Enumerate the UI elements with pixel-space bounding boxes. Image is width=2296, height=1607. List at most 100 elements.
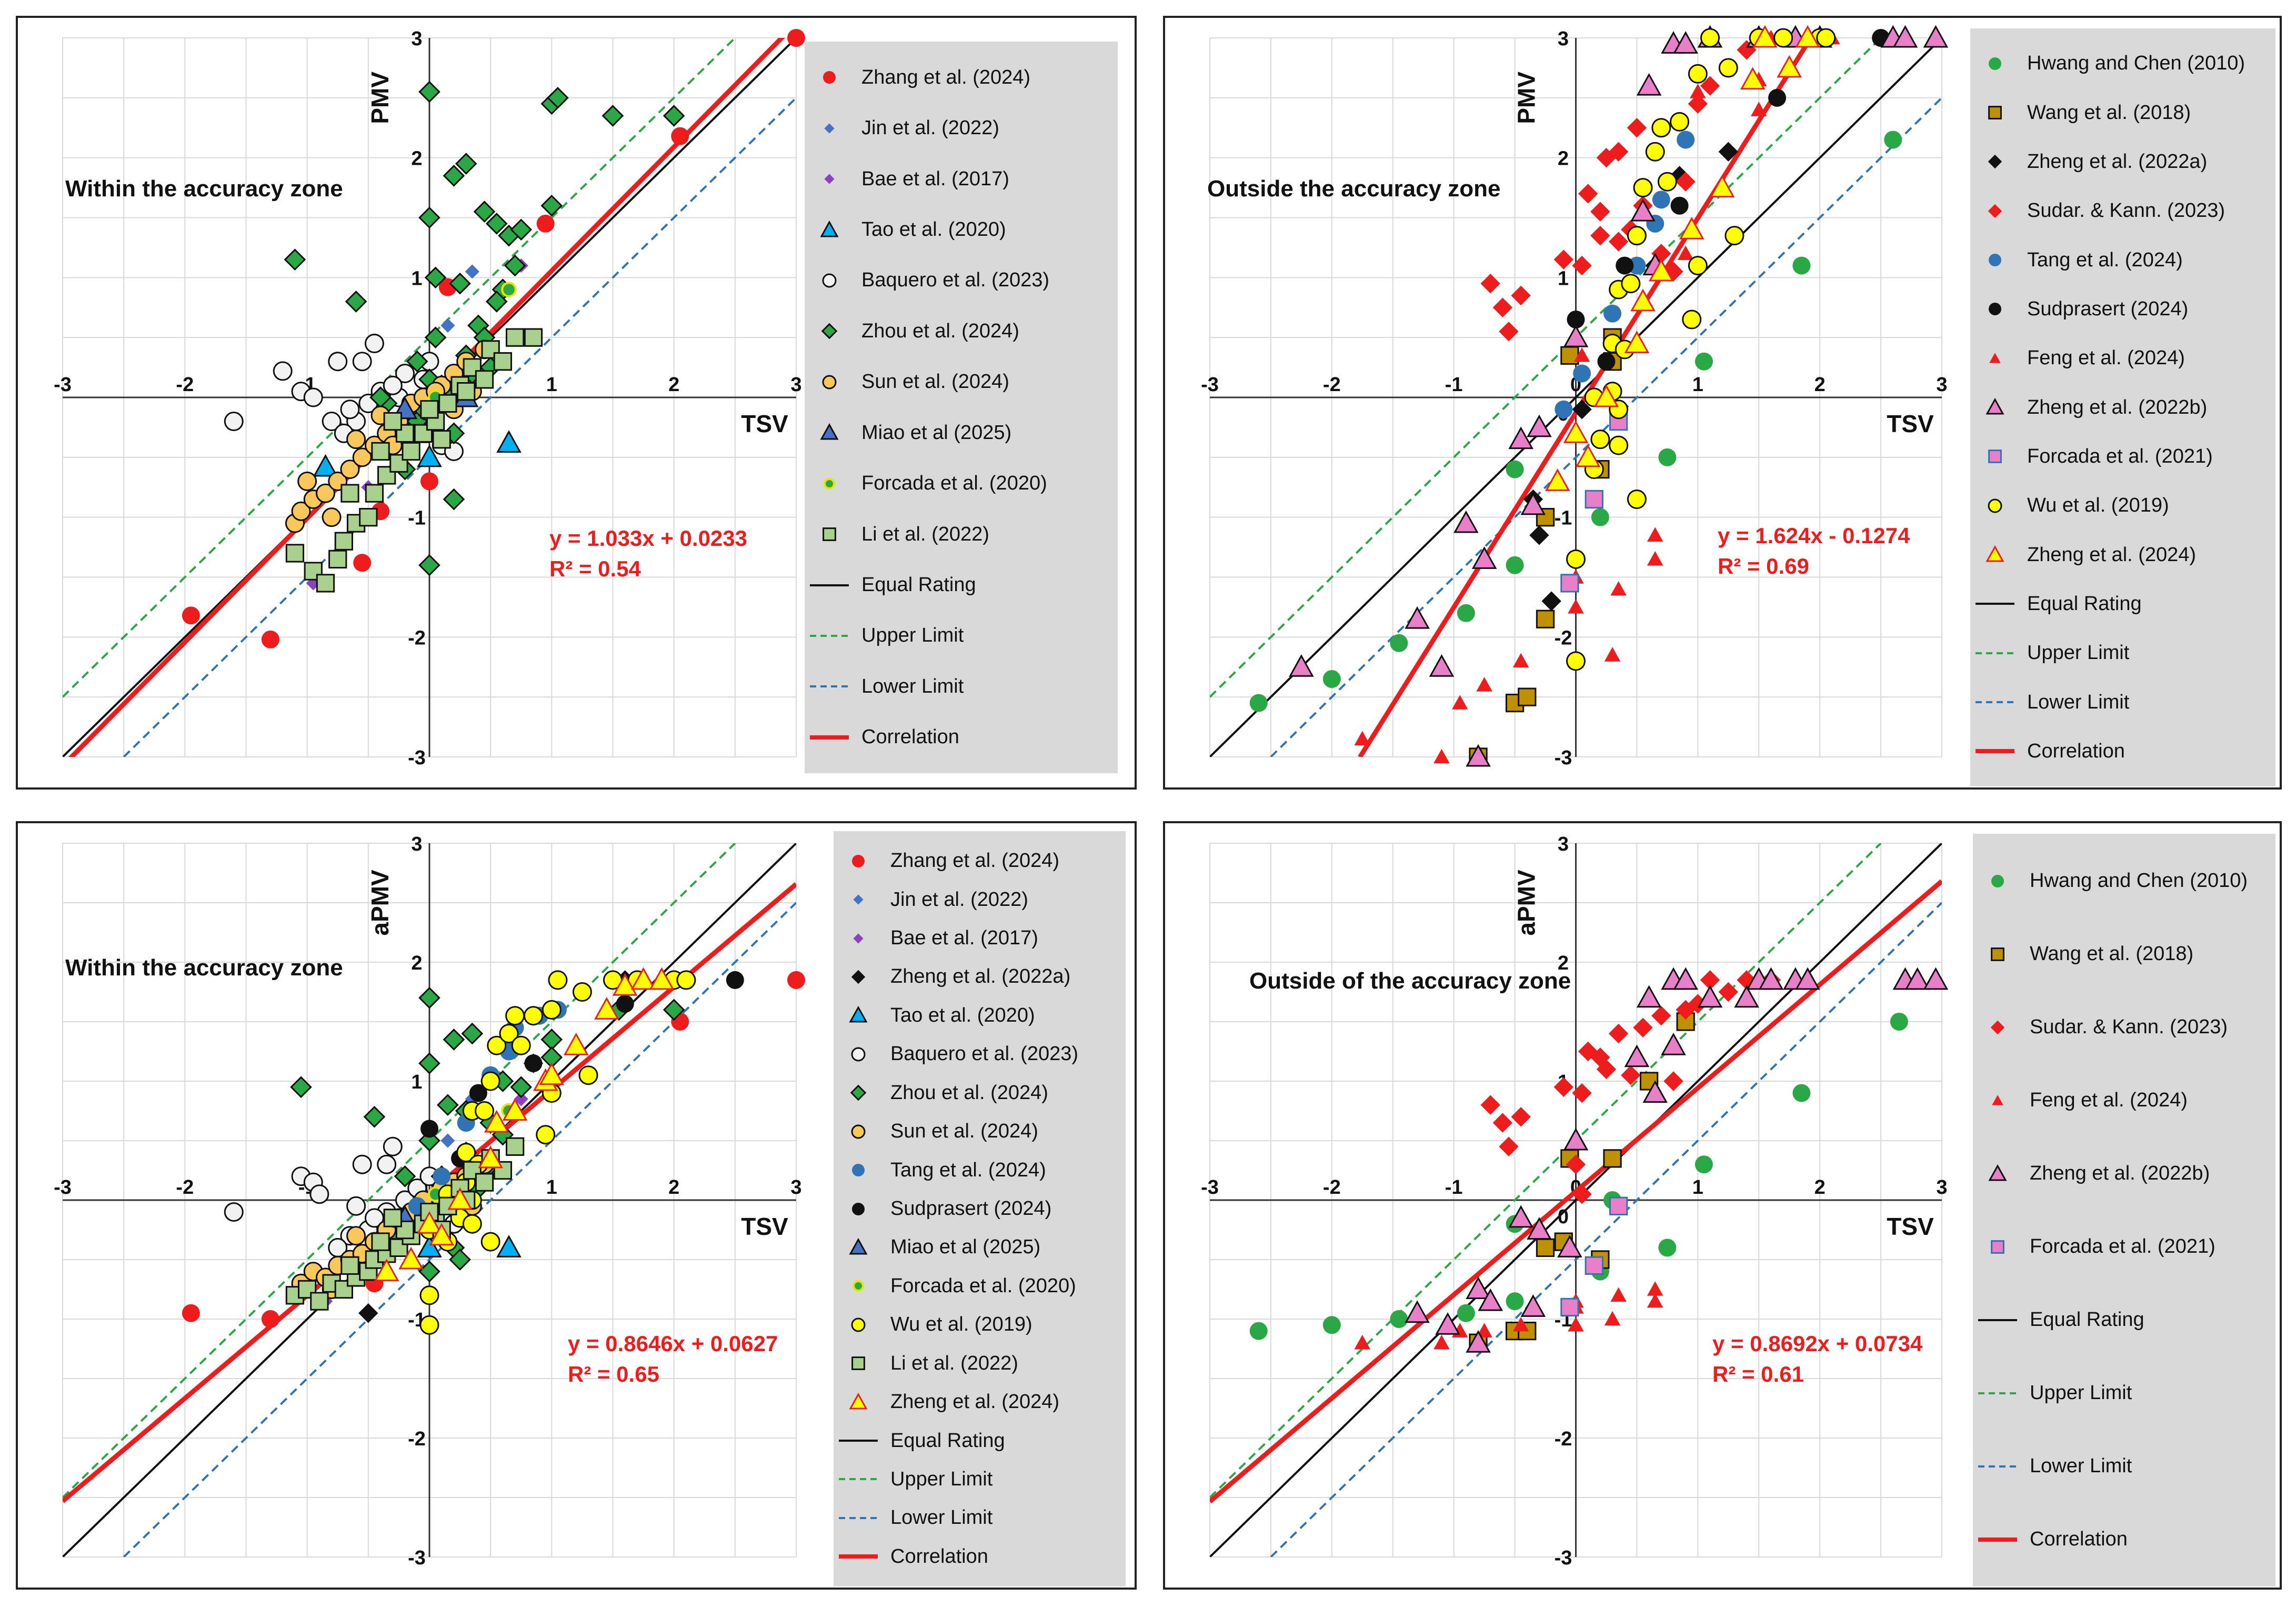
legend-swatch <box>824 123 835 134</box>
data-points <box>182 29 805 648</box>
legend-swatch <box>1989 303 2001 316</box>
data-point <box>1923 25 1949 48</box>
data-point <box>1795 967 1820 990</box>
data-point <box>1636 985 1662 1008</box>
legend-swatch <box>1988 498 2002 513</box>
legend-label: Tao et al. (2020) <box>861 218 1006 241</box>
legend-item-zheng-et-al-2024: Zheng et al. (2024) <box>834 1386 1126 1418</box>
data-point <box>1657 172 1677 192</box>
legend-label: Zhou et al. (2024) <box>890 1081 1048 1104</box>
data-point <box>1518 687 1537 706</box>
data-point <box>1457 604 1475 622</box>
data-point <box>398 1246 424 1270</box>
x-tick-label: -3 <box>1201 374 1219 396</box>
data-point <box>316 574 335 593</box>
legend-item-sudprasert-2024: Sudprasert (2024) <box>834 1193 1126 1225</box>
x-tick-label: -1 <box>1445 374 1463 396</box>
legend: Zhang et al. (2024) Jin et al. (2022) Bae … <box>834 831 1126 1586</box>
legend-label: Upper Limit <box>890 1468 993 1490</box>
data-point <box>1508 1205 1533 1228</box>
data-point <box>787 971 805 989</box>
data-point <box>1433 748 1450 764</box>
legend-label: Bae et al. (2017) <box>890 927 1038 950</box>
data-point <box>1591 508 1609 526</box>
data-point <box>306 576 320 591</box>
data-point <box>510 218 533 241</box>
data-point <box>1624 1044 1650 1067</box>
legend-swatch <box>1989 352 2001 363</box>
data-point <box>1661 1032 1686 1055</box>
legend-item-wang-et-al-2018: Wang et al. (2018) <box>1970 97 2275 128</box>
legend-label: Upper Limit <box>2027 642 2130 664</box>
data-point <box>505 1006 525 1026</box>
data-point <box>1585 1256 1603 1275</box>
data-point <box>594 997 619 1020</box>
legend-label: Forcada et al. (2020) <box>890 1274 1076 1297</box>
data-point <box>1478 1288 1503 1311</box>
data-point <box>1884 131 1902 149</box>
legend-label: Wu et al. (2019) <box>890 1313 1032 1336</box>
x-tick-label: -2 <box>176 374 194 396</box>
legend-swatch <box>852 1164 865 1177</box>
legend-label: Zheng et al. (2024) <box>890 1391 1060 1413</box>
data-point <box>1608 142 1629 162</box>
series-zheng-et-al-2024 <box>1545 25 1820 491</box>
data-point <box>1609 435 1629 455</box>
legend-label: Zhou et al. (2024) <box>861 320 1019 342</box>
data-point <box>322 507 342 527</box>
plot-area: -3-3-2-2-1-101122330TSVaPMV <box>54 833 805 1569</box>
data-point <box>1624 331 1650 354</box>
legend-item-baquero-et-al-2023: Baquero et al. (2023) <box>805 265 1118 296</box>
legend-item-correlation: Correlation <box>805 722 1118 753</box>
legend-swatch <box>839 1516 878 1519</box>
data-point <box>419 1315 439 1335</box>
data-point <box>420 1120 438 1138</box>
y-tick-label: -2 <box>408 627 426 649</box>
data-point <box>1476 677 1492 692</box>
legend-label: Forcada et al. (2020) <box>861 472 1047 495</box>
data-point <box>1695 352 1713 371</box>
chart-panel-pmv-outside: -3-3-2-2-1-101122330TSVPMV Outside the a… <box>1163 16 2282 790</box>
legend-swatch <box>820 423 839 440</box>
legend-swatch <box>851 1356 865 1371</box>
data-point <box>484 1110 509 1133</box>
legend-item-zhou-et-al-2024: Zhou et al. (2024) <box>805 315 1118 347</box>
y-tick-label: 1 <box>411 267 422 290</box>
data-point <box>480 1232 500 1252</box>
legend-item-correlation: Correlation <box>1970 735 2275 767</box>
upper-limit-line <box>63 843 736 1499</box>
legend-swatch <box>1988 155 2002 169</box>
legend-swatch <box>851 1124 866 1139</box>
data-point <box>1718 142 1738 162</box>
data-point <box>1536 610 1555 628</box>
y-tick-label: 2 <box>411 148 422 170</box>
x-tick-label: -2 <box>176 1176 194 1199</box>
data-point <box>1563 420 1589 443</box>
data-point <box>1904 967 1930 990</box>
legend-item-li-et-al-2022: Li et al. (2022) <box>834 1348 1126 1379</box>
legend-label: Baquero et al. (2023) <box>861 269 1050 292</box>
legend-swatch <box>823 527 836 541</box>
data-point <box>352 447 372 467</box>
data-point <box>1585 490 1603 509</box>
y-tick-label: -2 <box>1555 1428 1572 1450</box>
data-point <box>1682 310 1702 330</box>
data-point <box>524 328 543 347</box>
y-tick-label: 2 <box>411 952 422 974</box>
y-tick-label: -1 <box>408 507 426 530</box>
legend-swatch <box>1988 106 2002 119</box>
x-tick-label: 1 <box>1692 374 1703 396</box>
data-point <box>352 1154 372 1174</box>
data-point <box>353 554 372 572</box>
data-point <box>1651 244 1671 264</box>
data-point <box>1697 985 1723 1008</box>
legend-swatch <box>850 1084 867 1101</box>
data-point <box>663 999 685 1021</box>
y-tick-label: 3 <box>1558 28 1569 50</box>
zone-label: Within the accuracy zone <box>65 955 343 981</box>
y-tick-label: -3 <box>408 1547 426 1569</box>
legend-item-lower-limit: Lower Limit <box>1973 1451 2275 1482</box>
legend-item-tang-et-al-2024: Tang et al. (2024) <box>834 1154 1126 1186</box>
data-point <box>443 164 465 187</box>
legend-item-equal-rating: Equal Rating <box>834 1425 1126 1456</box>
